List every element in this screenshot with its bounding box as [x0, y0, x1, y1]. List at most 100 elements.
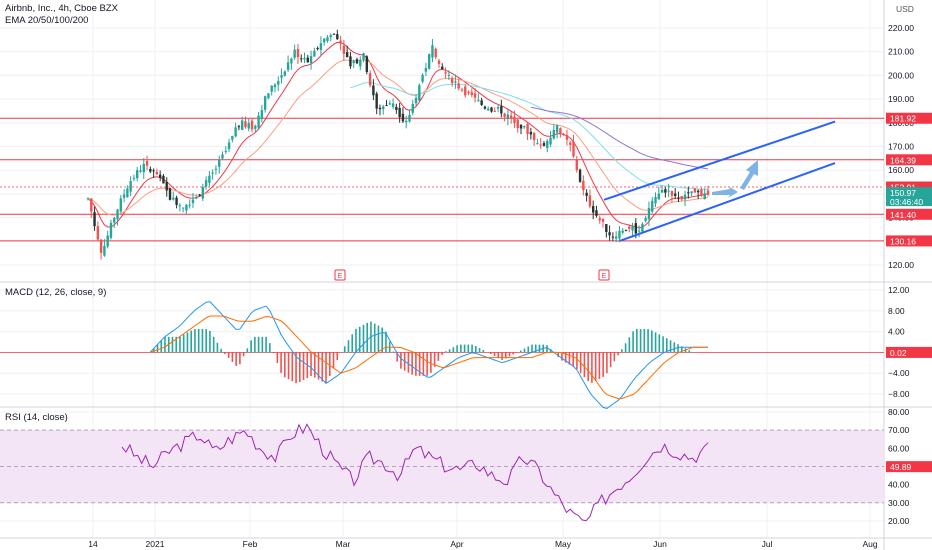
macd-histogram-bar — [415, 352, 417, 376]
candle-body — [162, 175, 165, 184]
candle-body — [542, 143, 546, 146]
axis-tick-label: 170.00 — [888, 142, 914, 152]
candle-body — [326, 37, 329, 41]
macd-histogram-bar — [677, 344, 679, 353]
rsi-band — [0, 429, 884, 504]
candle-body — [506, 114, 510, 120]
candle-body — [513, 116, 516, 123]
macd-histogram-bar — [164, 336, 166, 353]
macd-histogram-bar — [381, 327, 383, 353]
candle-body — [687, 192, 690, 194]
macd-histogram-bar — [261, 336, 264, 353]
candle-body — [434, 48, 437, 58]
candle-body — [329, 34, 332, 38]
candle-body — [487, 108, 490, 111]
level-tag-text: 164.39 — [890, 155, 916, 165]
macd-histogram-bar — [310, 352, 312, 377]
macd-pane — [0, 301, 884, 409]
candle-body — [539, 144, 542, 146]
macd-histogram-bar — [564, 352, 567, 363]
candle-body — [641, 223, 644, 232]
level-tag — [886, 208, 932, 220]
candle-body — [277, 80, 280, 85]
candle-body — [532, 132, 536, 141]
macd-histogram-bar — [152, 348, 155, 353]
macd-histogram-bar — [594, 352, 597, 381]
candle-body — [359, 59, 362, 67]
ema-legend: EMA 20/50/100/200 — [5, 15, 89, 26]
macd-histogram-bar — [336, 352, 339, 361]
axis-tick-label: 60.00 — [888, 443, 910, 453]
macd-histogram-bar — [235, 352, 237, 366]
candle-body — [493, 110, 496, 112]
macd-histogram-bar — [445, 351, 447, 353]
macd-histogram-bar — [448, 349, 451, 353]
macd-histogram-bar — [628, 337, 631, 353]
candle-body — [339, 40, 342, 44]
price-axis[interactable]: 120.00130.00140.00150.00160.00170.00180.… — [888, 23, 914, 526]
candle-body — [136, 170, 139, 179]
macd-histogram-bar — [396, 352, 398, 362]
candle-body — [591, 206, 595, 213]
horizontal-levels[interactable] — [0, 117, 884, 242]
macd-histogram-bar — [160, 340, 163, 353]
level-tag — [886, 154, 932, 166]
time-axis[interactable]: 14 2021 Feb Mar Apr May Jun Jul Aug — [88, 539, 878, 549]
axis-tick-label: 70.00 — [888, 425, 910, 435]
macd-histogram-bar — [433, 352, 436, 367]
candle-body — [319, 43, 323, 50]
candle-body — [690, 191, 693, 194]
candle-body — [300, 58, 303, 60]
macd-histogram-bar — [347, 340, 350, 353]
macd-histogram-bar — [328, 352, 331, 377]
candle-body — [336, 34, 339, 40]
candle-body — [496, 107, 500, 109]
macd-histogram-bar — [400, 352, 402, 369]
candle-body — [224, 150, 227, 152]
candle-body — [155, 171, 159, 175]
earnings-marker — [334, 269, 346, 281]
macd-histogram-bar — [643, 329, 646, 353]
time-tick-label: Aug — [862, 539, 877, 549]
candle-body — [464, 86, 467, 96]
macd-histogram-bar — [613, 352, 616, 362]
candle-body — [608, 232, 611, 236]
macd-histogram-bar — [355, 328, 357, 353]
candle-body — [375, 93, 378, 109]
time-tick-label: 2021 — [146, 539, 165, 549]
candle-body — [240, 120, 244, 130]
candle-body — [460, 89, 464, 91]
candle-body — [93, 212, 96, 227]
macd-histogram-bar — [680, 346, 683, 353]
candle-body — [368, 73, 372, 86]
trend-channel[interactable] — [603, 120, 836, 242]
ema-line — [87, 59, 709, 216]
macd-histogram-bar — [482, 350, 485, 353]
candle-body — [349, 56, 352, 67]
time-tick-label: 14 — [88, 539, 98, 549]
candle-body — [283, 71, 287, 76]
macd-histogram-bar — [430, 352, 432, 373]
macd-histogram-bar — [609, 352, 612, 368]
axis-tick-label: 120.00 — [888, 260, 914, 270]
macd-histogram-bar — [519, 350, 522, 353]
candle-body — [585, 192, 588, 196]
macd-histogram-bar — [385, 331, 387, 353]
macd-histogram-bar — [422, 352, 425, 376]
macd-histogram-bar — [171, 336, 174, 353]
macd-histogram-bar — [411, 352, 413, 375]
candle-body — [473, 93, 477, 98]
candle-body — [555, 125, 559, 133]
axis-tick-label: 210.00 — [888, 47, 914, 57]
macd-histogram-bar — [673, 342, 676, 353]
macd-histogram-bar — [407, 352, 410, 373]
candle-body — [526, 124, 529, 134]
candle-body — [316, 48, 319, 50]
candle-body — [654, 197, 657, 204]
candle-body — [214, 168, 218, 170]
candle-body — [441, 66, 444, 70]
macd-histogram-bar — [534, 344, 537, 353]
candle-body — [673, 193, 677, 196]
macd-histogram-bar — [269, 343, 271, 353]
